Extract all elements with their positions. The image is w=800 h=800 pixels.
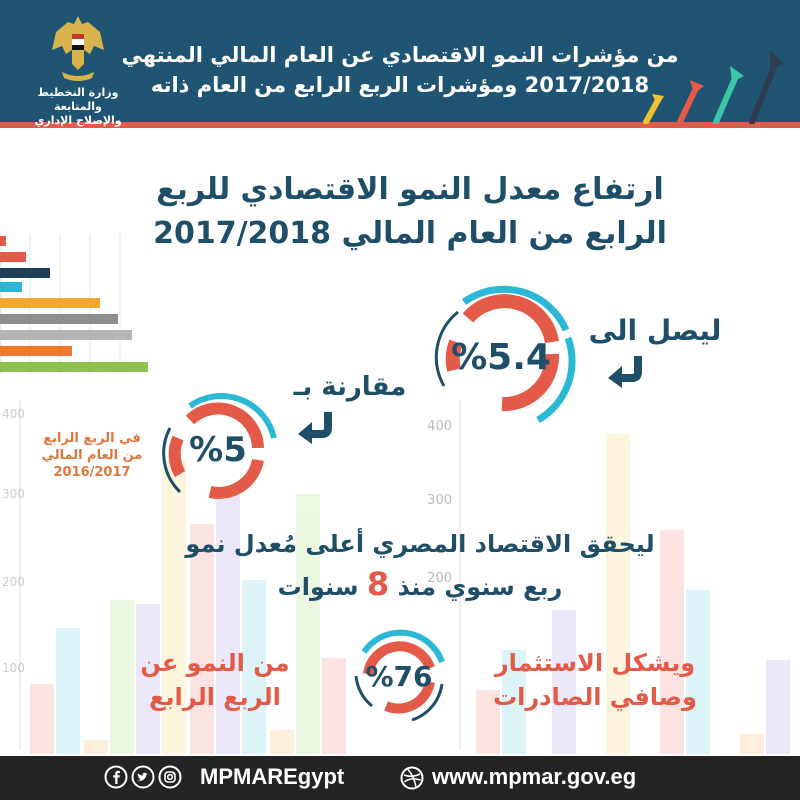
compare-label: مقارنة بـ [293,372,407,402]
statement-suffix: سنوات [277,573,359,601]
curved-arrow-icon [298,412,332,444]
previous-period-line-1: في الربع الرابع [43,431,141,446]
bg-tick-left-2: 300 [2,487,25,501]
social-icons [104,765,182,791]
social-handle[interactable]: MPMAREgypt [200,764,345,789]
growth-source-line-2: الربع الرابع [149,683,281,711]
growth-rate-ring [434,285,576,424]
statement-prefix: ربع سنوي منذ [397,573,563,601]
previous-rate-dial: %5 [150,392,286,508]
growth-arrows-icon [643,50,784,124]
curved-arrow-icon [608,356,642,388]
reach-label: ليصل الى [588,314,722,347]
header-stripe [0,122,800,128]
website-link[interactable]: www.mpmar.gov.eg [432,764,637,789]
bg-tick-right-1: 400 [427,419,452,434]
headline-line-2: الرابع من العام المالي 2017/2018 [153,216,667,251]
decorative-horizontal-bars [0,234,148,374]
twitter-icon[interactable] [131,765,155,789]
ministry-line-1: وزارة التخطيط والمتابعة [37,86,119,113]
bg-tick-right-3: 200 [427,571,452,586]
headline-line-1: ارتفاع معدل النمو الاقتصادي للربع [156,172,664,207]
investment-label: ويشكل الاستثمار وصافي الصادرات [470,646,720,714]
background-bar-chart: 400 300 200 400 300 200 100 [2,400,790,754]
achievement-statement: ليحقق الاقتصاد المصري أعلى مُعدل نمو ربع… [150,524,690,607]
facebook-icon[interactable] [104,765,128,789]
statement-line-2: ربع سنوي منذ 8 سنوات [150,564,690,607]
growth-source-label: من النمو عن الربع الرابع [100,646,330,714]
bg-tick-left-4: 100 [2,661,25,675]
header-title: من مؤشرات النمو الاقتصادي عن العام المال… [120,40,680,100]
previous-rate-ring [162,393,277,499]
ministry-line-2: والإصلاح الإداري [34,114,122,127]
growth-source-line-1: من النمو عن [140,649,290,677]
share-value: %76 [365,659,433,693]
egypt-eagle-emblem-icon [52,16,104,81]
page-headline: ارتفاع معدل النمو الاقتصادي للربع الرابع… [120,168,700,256]
statement-line-1: ليحقق الاقتصاد المصري أعلى مُعدل نمو [185,530,655,558]
previous-period-line-3: 2016/2017 [53,465,131,480]
instagram-icon[interactable] [158,765,182,789]
share-dial: %76 [346,622,452,730]
share-ring [354,629,445,722]
ministry-name: وزارة التخطيط والمتابعة والإصلاح الإداري [18,86,138,128]
statement-years: 8 [366,565,390,603]
header-title-line-1: من مؤشرات النمو الاقتصادي عن العام المال… [121,43,679,67]
bg-tick-right-2: 300 [427,493,452,508]
bg-tick-left-1: 400 [2,407,25,421]
previous-period-line-2: من العام المالي [41,448,143,463]
investment-line-2: وصافي الصادرات [493,683,697,711]
dribbble-globe-icon [400,766,424,790]
growth-rate-dial: %5.4 [416,282,586,432]
growth-rate-value: %5.4 [451,336,551,378]
header-title-line-2: 2017/2018 ومؤشرات الربع الرابع من العام … [150,73,650,97]
previous-period-label: في الربع الرابع من العام المالي 2016/201… [28,430,156,481]
investment-line-1: ويشكل الاستثمار [494,649,696,677]
header-banner [0,0,800,128]
previous-rate-value: %5 [189,430,247,470]
bg-tick-left-3: 200 [2,575,25,589]
